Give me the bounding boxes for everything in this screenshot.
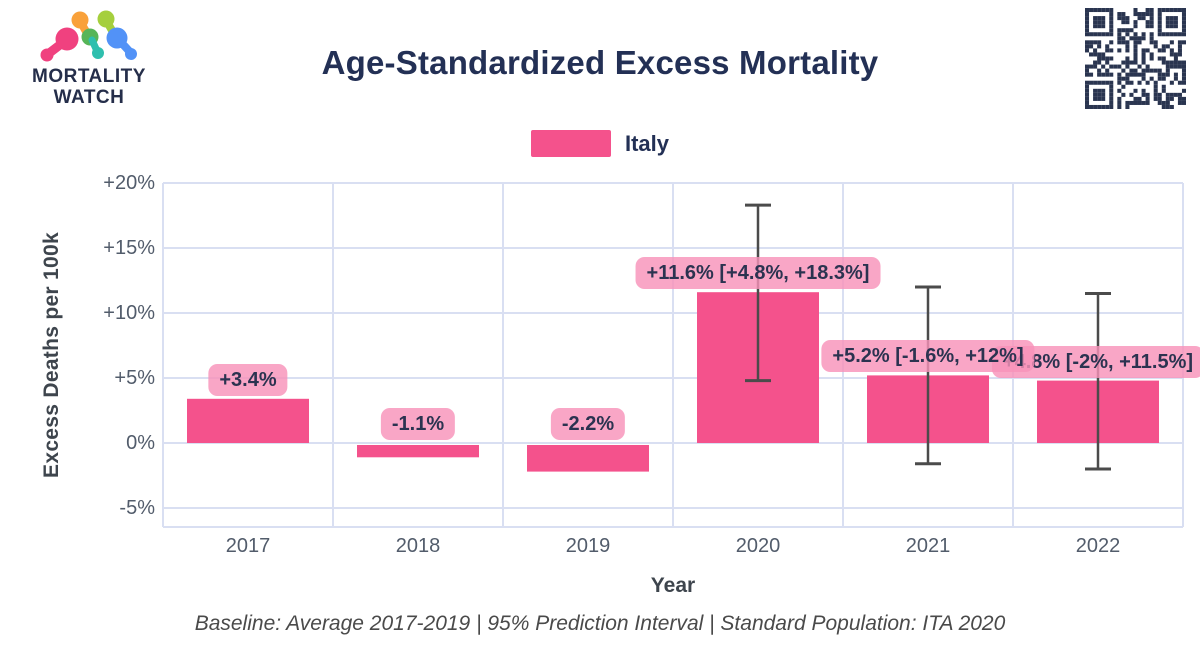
brand-logo-icon bbox=[40, 10, 137, 62]
y-tick-label: +20% bbox=[103, 172, 155, 194]
value-label-2019: -2.2% bbox=[550, 408, 626, 440]
x-tick-label-2022: 2022 bbox=[1075, 535, 1121, 557]
bar-2019[interactable] bbox=[527, 445, 649, 472]
bar-2017[interactable] bbox=[187, 398, 309, 443]
value-label-2020: +11.6% [+4.8%, +18.3%] bbox=[635, 257, 881, 290]
x-tick-label-2019: 2019 bbox=[565, 535, 611, 557]
mortality-watch-logo[interactable]: MORTALITY WATCH bbox=[14, 8, 164, 108]
value-label-2018: -1.1% bbox=[380, 408, 456, 440]
value-label-2021: +5.2% [-1.6%, +12%] bbox=[821, 340, 1035, 373]
qr-code bbox=[1085, 8, 1186, 109]
y-tick-label: -5% bbox=[119, 497, 155, 519]
y-tick-label: +10% bbox=[103, 302, 155, 324]
y-tick-label: 0% bbox=[126, 432, 155, 454]
bar-2018[interactable] bbox=[357, 445, 479, 458]
legend-swatch-icon bbox=[530, 130, 611, 157]
footnote: Baseline: Average 2017-2019 | 95% Predic… bbox=[194, 612, 1006, 635]
page-title: Age-Standardized Excess Mortality bbox=[321, 44, 879, 81]
legend-label: Italy bbox=[624, 130, 670, 156]
brand-name-line2: WATCH bbox=[53, 87, 125, 108]
legend: Italy bbox=[0, 130, 1200, 157]
x-axis-title: Year bbox=[650, 574, 696, 597]
y-tick-label: +15% bbox=[103, 237, 155, 259]
x-tick-label-2017: 2017 bbox=[225, 535, 271, 557]
x-tick-label-2021: 2021 bbox=[905, 535, 951, 557]
y-tick-label: +5% bbox=[114, 367, 155, 389]
x-tick-label-2018: 2018 bbox=[395, 535, 441, 557]
brand-name-line1: MORTALITY bbox=[32, 66, 146, 87]
x-tick-label-2020: 2020 bbox=[735, 535, 781, 557]
legend-item-italy[interactable]: Italy bbox=[530, 130, 670, 157]
value-label-2017: +3.4% bbox=[208, 363, 288, 396]
